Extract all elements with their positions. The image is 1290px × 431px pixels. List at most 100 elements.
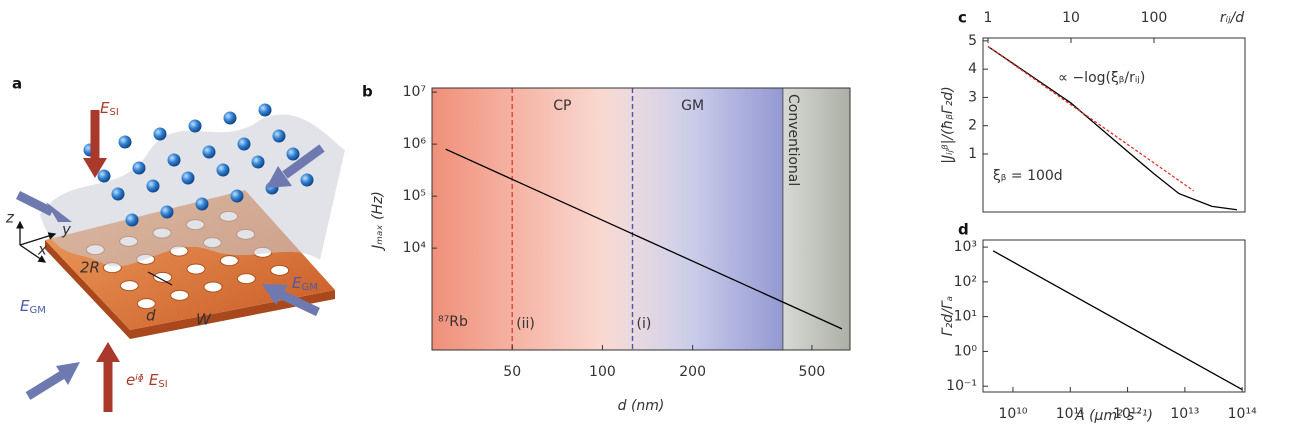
atom [160,205,174,219]
x-tick-label: 10 [1062,10,1080,26]
reference-label: (ii) [516,316,535,332]
atom [258,103,272,117]
beam-arrow [266,166,292,188]
y-tick-label: 1 [968,146,977,162]
y-tick-label: 10³ [954,239,977,255]
y-tick-label: 10² [954,274,977,290]
series-line [987,45,1238,211]
axis-label: x [37,241,47,259]
dimension-label: 2R [80,259,100,277]
axis-label: y [61,221,72,239]
atoms [83,103,314,227]
x-axis-label: d (nm) [618,398,665,414]
axis-arrow [19,232,57,246]
beam-arrow [15,190,55,217]
region [602,88,783,350]
slab-edge [45,240,335,339]
x-tick-label: 10¹⁴ [1228,406,1257,422]
y-tick-label: 5 [968,33,977,49]
x-tick-label: 10¹⁰ [998,406,1027,422]
beam-arrow [280,290,320,317]
region-label: CP [553,98,571,114]
y-tick-label: 3 [968,89,977,105]
atom [230,189,244,203]
atom [286,147,300,161]
atom [97,169,111,183]
label-base: E [20,297,30,315]
x-tick-label: 100 [1141,10,1168,26]
beam-arrow [83,158,107,178]
beam-arrow [282,144,325,179]
x-tick-label: 100 [589,364,616,380]
illustration: ESI EGM EGM eⁱᶲ ESI z y x 2R d W [5,99,345,412]
hole [170,289,190,301]
atom [223,111,237,125]
field-label: EGM [292,274,318,294]
x-tick-label: 1 [984,10,993,26]
atom-cloud [40,114,345,267]
panel-label: b [362,83,373,101]
dimension-label: d [146,307,156,325]
label-sub: SI [109,107,118,118]
x-tick-label: 50 [503,364,521,380]
reference-label: (i) [637,316,652,332]
region [782,88,850,350]
plot-frame [982,37,1246,213]
label-sub: GM [29,305,45,316]
y-axis-label: Γ₂d/Γₐ [940,296,956,336]
hole [153,271,173,283]
panel-label: c [958,9,967,27]
x-tick-label: 500 [799,364,826,380]
atom [125,213,139,227]
x-tick-label: 10¹³ [1170,406,1199,422]
y-tick-label: 10⁷ [403,84,426,100]
panel-label: d [958,221,969,239]
field-label: EGM [20,297,46,317]
label-base: E [100,99,110,117]
beam-arrow [46,202,72,222]
region-label: Conventional [785,94,801,186]
region-label: GM [681,98,704,114]
axis-arrow [19,244,47,263]
label-sub: SI [158,379,167,390]
series-line [987,45,1194,192]
y-axis-label: Jₘₐₓ (Hz) [370,191,386,252]
atom [118,135,132,149]
y-tick-label: 10⁵ [403,188,426,204]
y-tick-label: 10⁴ [403,240,427,256]
hole [119,280,139,292]
atom [251,155,265,169]
annotation: ⁸⁷Rb [438,314,468,330]
atom [111,187,125,201]
dimension-arrow [147,271,173,286]
beam-arrow [96,342,120,362]
hole [203,281,223,293]
beam-arrow [262,284,288,305]
label-base: E [292,274,302,292]
atom [188,119,202,133]
x-tick-label: 200 [679,364,706,380]
hole [219,255,239,267]
x-tick-label: 10¹² [1113,406,1142,422]
series-line [992,250,1243,391]
atom [181,171,195,185]
atom [216,163,230,177]
atom [237,137,251,151]
x-axis-label: A (μm² s⁻¹) [1074,408,1153,424]
plot-frame [431,87,851,351]
series-line [445,148,843,330]
y-tick-label: 10¹ [954,309,977,325]
panel-label: a [12,75,22,93]
plot-frame [982,239,1246,393]
hole [136,298,156,310]
beam-arrow [25,371,65,400]
y-axis-label: |Jᵢⱼᵝ|/(ħᵦΓ₂d) [940,86,956,163]
hole [270,264,290,276]
y-tick-label: 4 [968,61,977,77]
y-tick-label: 10⁻¹ [946,378,977,394]
atom [202,145,216,159]
atom [153,127,167,141]
hole [186,263,206,275]
label-base: eⁱᶲ E [126,371,159,389]
